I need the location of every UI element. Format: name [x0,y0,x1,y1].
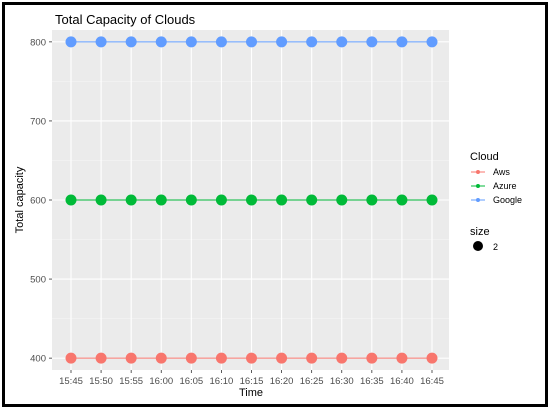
y-tick-label: 400 [30,354,46,365]
data-point-azure [336,194,348,206]
legend-title-cloud: Cloud [470,151,499,163]
data-point-aws [366,352,378,364]
data-point-google [95,36,107,48]
series-layer [65,36,438,364]
legend-key-point-aws [476,170,480,174]
data-point-azure [246,194,257,206]
data-point-azure [396,194,408,206]
data-point-azure [155,194,167,206]
x-tick-label: 16:35 [360,376,384,387]
data-point-azure [95,194,107,206]
data-point-google [125,36,137,48]
x-tick-label: 16:10 [210,376,234,387]
y-tick-label: 600 [30,196,46,207]
chart-title: Total Capacity of Clouds [55,12,196,27]
data-point-google [215,36,227,48]
data-point-aws [215,352,227,364]
data-point-google [65,36,77,48]
y-axis-label: Total capacity [14,166,26,233]
x-tick-label: 16:25 [300,376,324,387]
axes: 400 500 600 700 800 15:45 15:50 15:55 16:00 16:05… [30,37,444,387]
data-point-aws [336,352,348,364]
data-point-azure [306,194,318,206]
data-point-google [366,36,378,48]
x-tick-label: 16:05 [179,376,203,387]
legend-label-aws: Aws [493,167,510,177]
data-point-azure [366,194,378,206]
data-point-aws [185,352,197,364]
legend-label-google: Google [493,195,522,205]
data-point-aws [95,352,107,364]
x-tick-label: 16:00 [149,376,173,387]
data-point-google [336,36,348,48]
data-point-aws [65,352,77,364]
legend-size-label: 2 [493,242,498,252]
x-axis-label: Time [239,387,263,399]
x-tick-label: 16:45 [420,376,444,387]
x-tick-label: 16:20 [270,376,294,387]
data-point-azure [426,194,438,206]
x-tick-label: 16:40 [390,376,414,387]
legend-title-size: size [470,226,490,238]
y-tick-label: 500 [30,275,46,286]
data-point-aws [426,352,438,364]
legend-label-azure: Azure [493,181,517,191]
x-tick-label: 16:15 [240,376,264,387]
data-point-google [246,36,257,48]
legend-key-point-azure [476,184,480,188]
y-tick-label: 700 [30,116,46,127]
data-point-google [276,36,288,48]
x-tick-label: 15:50 [89,376,113,387]
data-point-google [426,36,438,48]
data-point-google [185,36,197,48]
data-point-azure [276,194,288,206]
data-point-aws [276,352,288,364]
data-point-google [155,36,167,48]
legend-items: Aws Azure Google [471,167,522,205]
x-tick-label: 15:45 [59,376,83,387]
y-tick-label: 800 [30,37,46,48]
legend-size-key [473,241,483,251]
legend-key-point-google [476,198,480,202]
x-tick-label: 16:30 [330,376,354,387]
data-point-aws [396,352,408,364]
data-point-aws [306,352,318,364]
data-point-azure [185,194,197,206]
data-point-azure [125,194,137,206]
x-tick-label: 15:55 [119,376,143,387]
data-point-azure [65,194,77,206]
data-point-aws [246,352,257,364]
data-point-google [306,36,318,48]
data-point-azure [215,194,227,206]
data-point-google [396,36,408,48]
legend: Cloud Aws Azure Google size 2 [470,151,522,252]
data-point-aws [125,352,137,364]
data-point-aws [155,352,167,364]
